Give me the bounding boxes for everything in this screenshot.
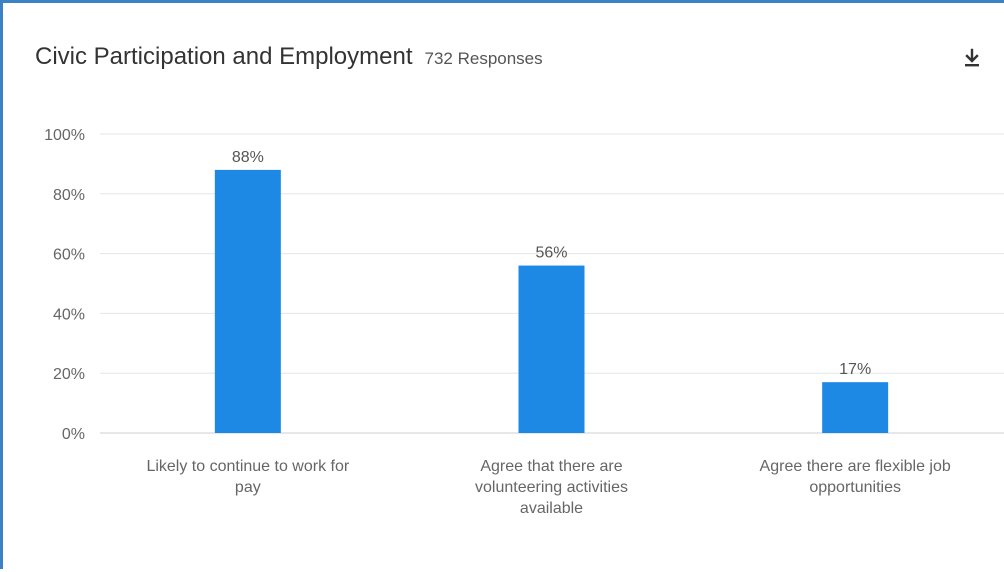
x-category-label-line: Agree that there are: [480, 458, 622, 475]
x-category-label-line: Agree there are flexible job: [760, 458, 951, 475]
bar: [214, 169, 281, 433]
chart-title: Civic Participation and Employment: [35, 43, 413, 70]
y-tick-label: 80%: [53, 187, 85, 204]
y-tick-label: 40%: [53, 306, 85, 323]
x-category-label-line: Likely to continue to work for: [146, 458, 349, 475]
x-category-label-line: pay: [235, 479, 261, 496]
chart-header: Civic Participation and Employment 732 R…: [35, 43, 543, 71]
x-category-label: Agree that there are volunteering activit…: [475, 458, 628, 517]
data-label: 17%: [839, 361, 871, 378]
bar-chart: 0% 20% 40% 60% 80% 100% 88% Likely to continue …: [44, 127, 1004, 517]
y-tick-label: 60%: [53, 247, 85, 264]
x-category-label-line: volunteering activities: [475, 479, 628, 496]
y-tick-label: 100%: [44, 127, 85, 144]
y-tick-label: 20%: [53, 366, 85, 383]
x-category-label-line: opportunities: [809, 479, 901, 496]
download-icon[interactable]: [961, 47, 983, 69]
data-label: 56%: [535, 245, 567, 262]
bar: [518, 265, 585, 433]
x-category-label: Agree there are flexible job opportunitie…: [760, 458, 951, 496]
x-category-label: Likely to continue to work for pay: [146, 458, 349, 496]
data-label: 88%: [232, 149, 264, 166]
y-tick-label: 0%: [62, 426, 85, 443]
bar: [822, 382, 889, 433]
response-count: 732 Responses: [424, 49, 543, 68]
x-category-label-line: available: [520, 500, 583, 517]
